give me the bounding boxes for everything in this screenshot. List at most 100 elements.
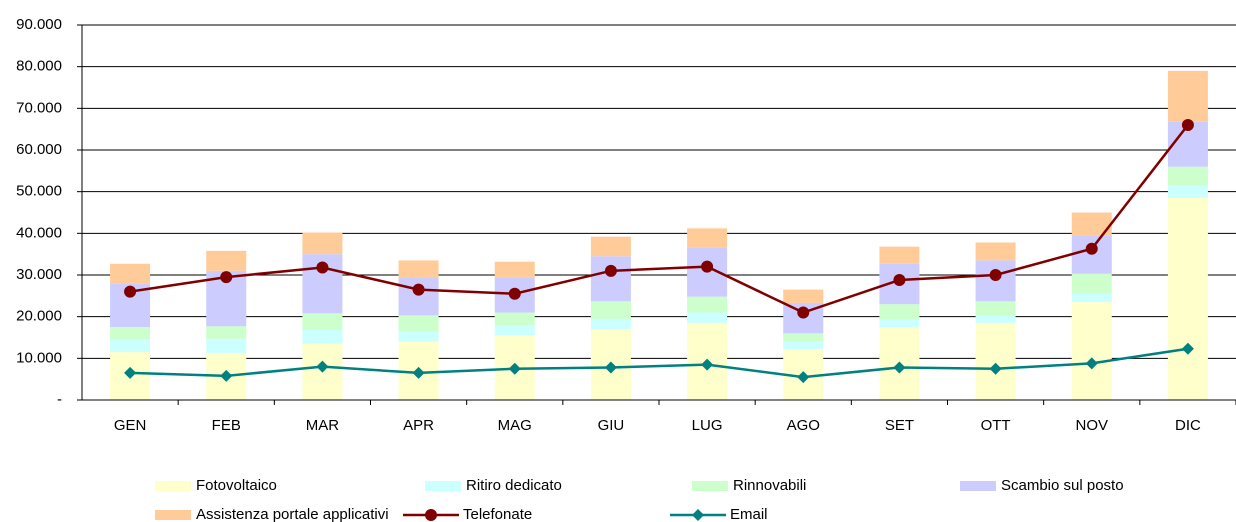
bar-segment <box>494 261 535 278</box>
bar-segment <box>206 326 247 339</box>
line-marker <box>989 269 1002 281</box>
bar-segment <box>398 260 439 278</box>
x-tick-label: NOV <box>1075 417 1108 434</box>
x-tick-label: GEN <box>114 417 147 434</box>
bar-segment <box>687 228 728 248</box>
y-tick-label: 60.000 <box>16 141 62 158</box>
bar-segment <box>783 333 824 342</box>
bar-segment <box>590 318 631 330</box>
y-tick-label: 30.000 <box>16 266 62 283</box>
legend-swatch <box>155 481 191 491</box>
line-marker <box>604 264 617 277</box>
bar-segment <box>494 325 535 336</box>
bar-segment <box>494 312 535 325</box>
bar-segment <box>783 341 824 350</box>
bar-segment <box>1167 166 1208 186</box>
bar-segment <box>1071 302 1112 400</box>
bar-segment <box>398 331 439 342</box>
legend-marker <box>425 509 437 521</box>
bar-segment <box>783 289 824 303</box>
line-marker <box>893 274 906 286</box>
bar-segment <box>879 304 920 320</box>
line-marker <box>1085 242 1098 255</box>
line-marker <box>1181 342 1194 355</box>
bar-segment <box>687 312 728 323</box>
x-tick-label: FEB <box>212 417 241 434</box>
line-marker <box>701 358 714 371</box>
y-tick-label: 40.000 <box>16 224 62 241</box>
bar-segment <box>975 301 1016 316</box>
legend-swatch <box>425 481 461 491</box>
bar-segment <box>302 232 343 255</box>
bar-segment <box>879 246 920 264</box>
x-tick-label: AGO <box>787 417 820 434</box>
bar-segment <box>206 338 247 353</box>
line-marker <box>508 362 521 375</box>
x-tick-label: LUG <box>692 417 723 434</box>
bar-segment <box>302 313 343 330</box>
bar-segment <box>302 330 343 344</box>
legend-label: Email <box>730 506 768 522</box>
y-tick-label: 80.000 <box>16 58 62 75</box>
bar-segment <box>590 256 631 302</box>
bar-segment <box>1071 293 1112 303</box>
legend-label: Rinnovabili <box>733 477 806 494</box>
y-tick-label: 10.000 <box>16 349 62 366</box>
bar-segment <box>398 315 439 332</box>
x-tick-label: MAR <box>306 417 340 434</box>
x-tick-label: MAG <box>498 417 532 434</box>
bar-segment <box>1167 70 1208 122</box>
line-marker <box>412 366 425 379</box>
line-marker <box>604 361 617 374</box>
line-marker <box>1085 357 1098 370</box>
line-marker <box>316 360 329 373</box>
bar-segment <box>975 315 1016 323</box>
bar-segment <box>687 296 728 313</box>
line-marker <box>220 369 233 382</box>
x-tick-label: GIU <box>598 417 625 434</box>
bar-segment <box>206 250 247 271</box>
bar-segment <box>110 339 151 353</box>
y-tick-label: 70.000 <box>16 99 62 116</box>
line-marker <box>989 362 1002 375</box>
bar-segment <box>1167 185 1208 198</box>
legend-label: Fotovoltaico <box>196 477 277 494</box>
bar-segment <box>975 242 1016 261</box>
bar-segment <box>975 322 1016 400</box>
legend-label: Assistenza portale applicativi <box>196 506 389 522</box>
bar-segment <box>590 301 631 319</box>
bar-segment <box>110 263 151 284</box>
legend-label: Scambio sul posto <box>1001 477 1124 494</box>
bar-segment <box>590 236 631 257</box>
bar-segment <box>398 277 439 316</box>
legend-label: Ritiro dedicato <box>466 477 562 494</box>
x-tick-label: APR <box>403 417 434 434</box>
bar-segment <box>1071 212 1112 236</box>
legend-swatch <box>692 481 728 491</box>
line-marker <box>316 261 329 274</box>
bar-segment <box>110 327 151 340</box>
line <box>130 347 1189 379</box>
bar-segment <box>1167 197 1208 400</box>
bar-segment <box>879 319 920 328</box>
x-tick-label: OTT <box>981 417 1011 434</box>
legend-marker <box>692 509 704 521</box>
line-marker <box>701 260 714 273</box>
line-marker <box>797 371 810 384</box>
x-tick-label: DIC <box>1175 417 1201 434</box>
line-marker <box>797 306 810 319</box>
y-tick-label: 50.000 <box>16 183 62 200</box>
line-marker <box>220 271 233 284</box>
line-marker <box>893 361 906 374</box>
legend-label: Telefonate <box>463 506 532 522</box>
line-marker <box>124 366 137 379</box>
line-marker <box>412 283 425 296</box>
line-marker <box>1181 119 1194 131</box>
legend-swatch <box>155 510 191 520</box>
legend-swatch <box>960 481 996 491</box>
x-tick-label: SET <box>885 417 914 434</box>
y-tick-label: 90.000 <box>16 16 62 33</box>
y-tick-label: - <box>57 391 62 408</box>
